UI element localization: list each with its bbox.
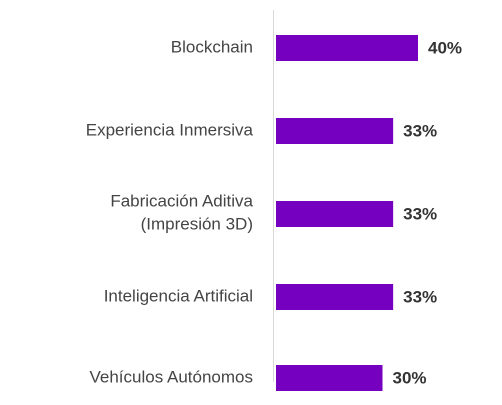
value-label: 33% bbox=[403, 204, 437, 223]
category-label: Experiencia Inmersiva bbox=[86, 120, 254, 139]
value-label: 33% bbox=[403, 121, 437, 140]
bar bbox=[276, 365, 383, 391]
value-label: 40% bbox=[428, 38, 462, 57]
bar bbox=[276, 201, 394, 227]
category-label: Fabricación Aditiva (Impresión 3D) bbox=[110, 192, 253, 234]
bar bbox=[276, 118, 394, 144]
value-label: 30% bbox=[393, 368, 427, 387]
bar bbox=[276, 35, 418, 61]
bar bbox=[276, 284, 394, 310]
category-label: Inteligencia Artificial bbox=[104, 286, 253, 305]
category-label: Blockchain bbox=[171, 37, 253, 56]
value-label: 33% bbox=[403, 287, 437, 306]
category-label: Vehículos Autónomos bbox=[89, 367, 253, 386]
